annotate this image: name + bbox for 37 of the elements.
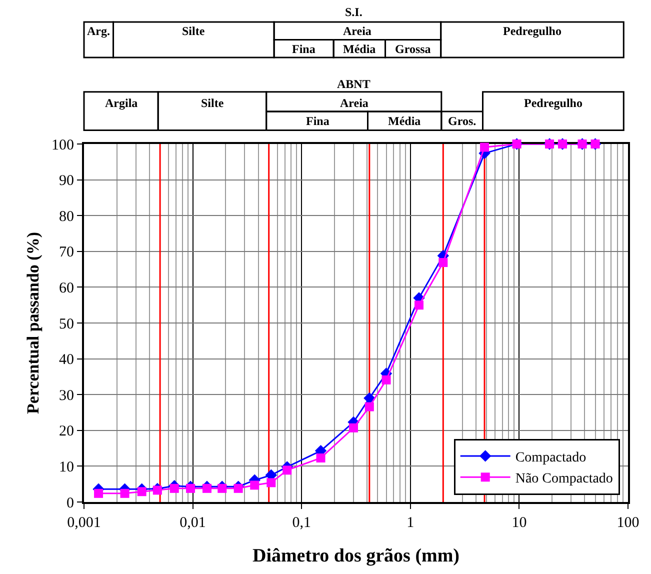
y-tick-label: 80 [59, 208, 74, 225]
y-tick-label: 90 [59, 173, 74, 190]
text: Arg. [87, 24, 110, 38]
text: Gros. [448, 114, 476, 128]
y-tick-label: 0 [66, 495, 74, 512]
x-tick-label: 0,01 [180, 515, 206, 531]
legend-label: Não Compactado [515, 472, 613, 487]
x-tick-label: 1 [406, 515, 414, 531]
x-tick-label: 0,001 [67, 515, 101, 531]
x-tick-label: 10 [512, 515, 527, 531]
text: Pedregulho [524, 96, 582, 110]
text: Areia [340, 96, 368, 110]
text: Pedregulho [503, 24, 562, 38]
y-tick-label: 100 [52, 137, 74, 154]
text: Fina [306, 114, 330, 128]
text: Fina [292, 42, 316, 56]
y-tick-label: 30 [59, 388, 74, 404]
x-axis-title: Diâmetro dos grãos (mm) [252, 545, 460, 566]
text: Média [343, 42, 376, 56]
text: Argila [105, 96, 138, 110]
text: Média [388, 114, 421, 128]
text: ABNT [337, 77, 370, 91]
x-tick-label: 100 [616, 515, 640, 531]
y-tick-label: 10 [59, 459, 74, 476]
y-tick-label: 50 [59, 316, 74, 332]
text: Silte [201, 96, 224, 110]
y-axis-title: Percentual passando (%) [24, 232, 43, 414]
y-tick-label: 60 [59, 280, 74, 296]
text: Silte [182, 24, 206, 38]
text: S.I. [345, 5, 362, 19]
x-tick-label: 0,1 [292, 515, 311, 531]
y-tick-label: 20 [59, 424, 74, 440]
y-tick-label: 70 [59, 244, 74, 261]
y-tick-label: 40 [59, 352, 74, 368]
text: Areia [343, 24, 372, 38]
text: Grossa [395, 42, 431, 56]
legend-label: Compactado [515, 450, 586, 466]
